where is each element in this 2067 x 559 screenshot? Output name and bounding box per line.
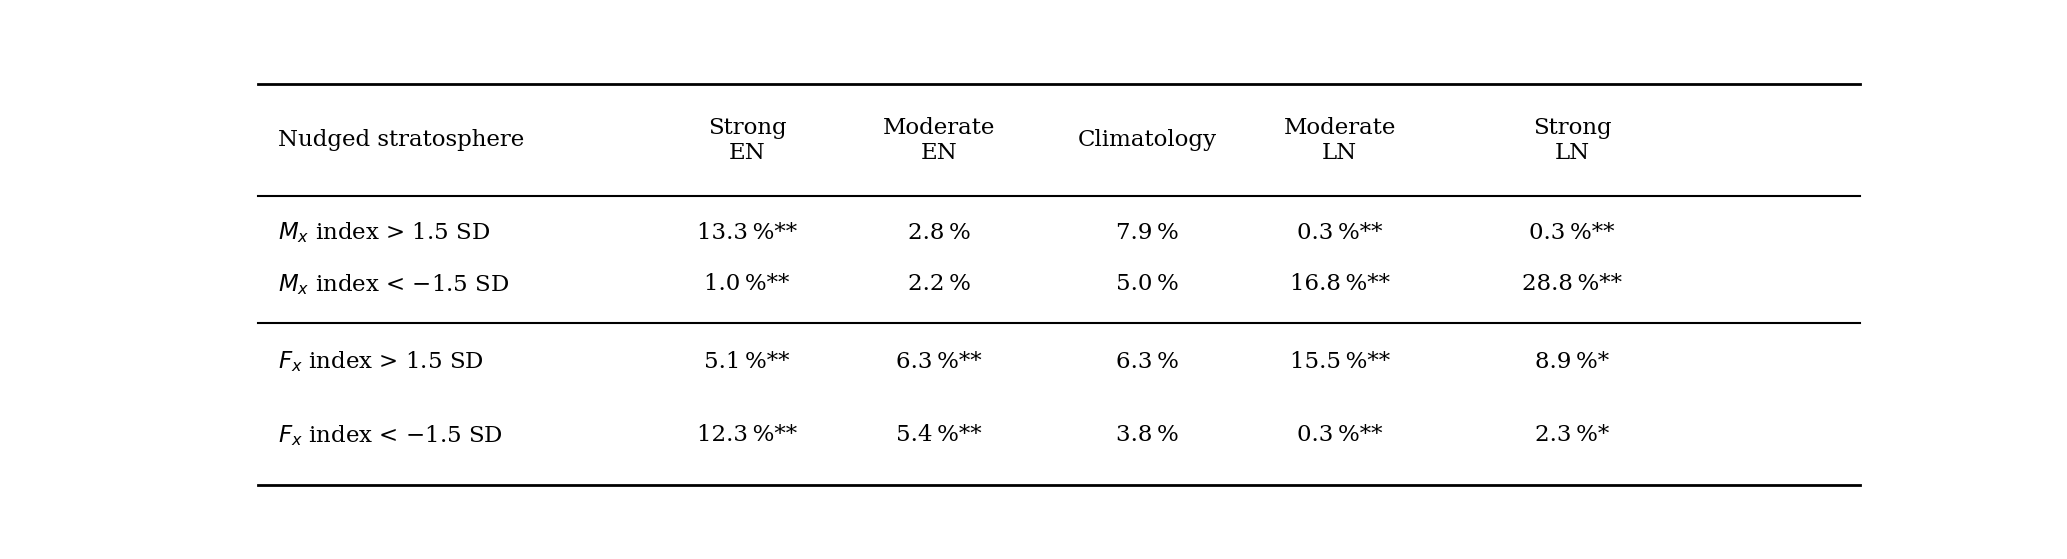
Text: $F_x$ index < −1.5 SD: $F_x$ index < −1.5 SD (277, 423, 502, 448)
Text: 15.5 %**: 15.5 %** (1290, 351, 1389, 373)
Text: 16.8 %**: 16.8 %** (1290, 273, 1389, 296)
Text: 2.8 %: 2.8 % (907, 222, 971, 244)
Text: Climatology: Climatology (1077, 129, 1217, 151)
Text: 6.3 %: 6.3 % (1116, 351, 1178, 373)
Text: 0.3 %**: 0.3 %** (1296, 424, 1383, 446)
Text: Moderate
EN: Moderate EN (883, 117, 996, 164)
Text: 5.4 %**: 5.4 %** (897, 424, 982, 446)
Text: 0.3 %**: 0.3 %** (1530, 222, 1614, 244)
Text: 5.0 %: 5.0 % (1116, 273, 1178, 296)
Text: Moderate
LN: Moderate LN (1284, 117, 1395, 164)
Text: 0.3 %**: 0.3 %** (1296, 222, 1383, 244)
Text: 13.3 %**: 13.3 %** (697, 222, 798, 244)
Text: 12.3 %**: 12.3 %** (697, 424, 798, 446)
Text: 28.8 %**: 28.8 %** (1521, 273, 1623, 296)
Text: 5.1 %**: 5.1 %** (705, 351, 790, 373)
Text: Strong
LN: Strong LN (1532, 117, 1612, 164)
Text: Nudged stratosphere: Nudged stratosphere (277, 129, 523, 151)
Text: 2.2 %: 2.2 % (907, 273, 971, 296)
Text: 1.0 %**: 1.0 %** (705, 273, 790, 296)
Text: 2.3 %*: 2.3 %* (1536, 424, 1608, 446)
Text: 3.8 %: 3.8 % (1116, 424, 1178, 446)
Text: 6.3 %**: 6.3 %** (897, 351, 982, 373)
Text: $M_x$ index > 1.5 SD: $M_x$ index > 1.5 SD (277, 220, 490, 245)
Text: 7.9 %: 7.9 % (1116, 222, 1178, 244)
Text: 8.9 %*: 8.9 %* (1536, 351, 1608, 373)
Text: $M_x$ index < −1.5 SD: $M_x$ index < −1.5 SD (277, 272, 508, 297)
Text: $F_x$ index > 1.5 SD: $F_x$ index > 1.5 SD (277, 349, 484, 375)
Text: Strong
EN: Strong EN (707, 117, 785, 164)
